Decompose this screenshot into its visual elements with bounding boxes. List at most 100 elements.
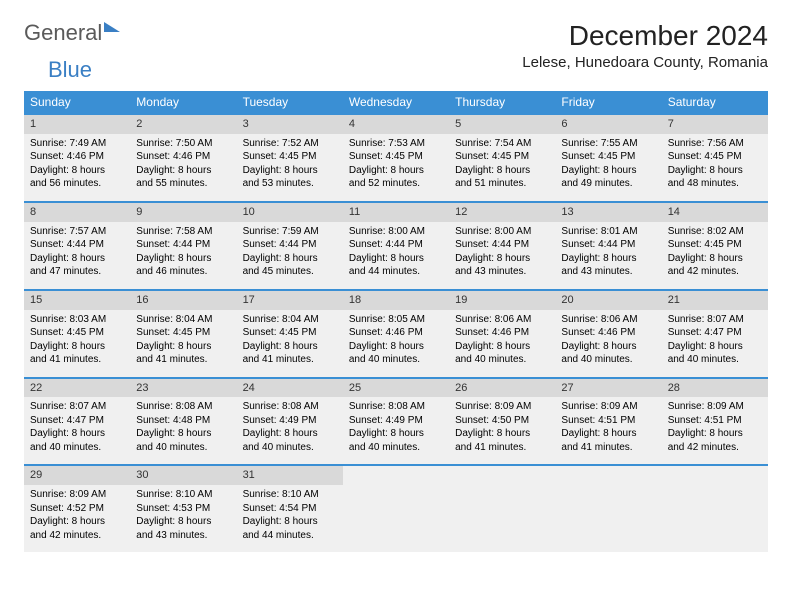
daylight-line1: Daylight: 8 hours [30, 515, 124, 529]
daylight-line2: and 41 minutes. [561, 441, 655, 455]
daylight-line1: Daylight: 8 hours [30, 252, 124, 266]
sunset-text: Sunset: 4:44 PM [243, 238, 337, 252]
day-content: Sunrise: 7:56 AMSunset: 4:45 PMDaylight:… [662, 134, 768, 201]
day-content: Sunrise: 7:58 AMSunset: 4:44 PMDaylight:… [130, 222, 236, 289]
day-content: Sunrise: 8:09 AMSunset: 4:51 PMDaylight:… [662, 397, 768, 464]
daylight-line1: Daylight: 8 hours [349, 427, 443, 441]
day-content: Sunrise: 7:53 AMSunset: 4:45 PMDaylight:… [343, 134, 449, 201]
calendar-day-cell: 4Sunrise: 7:53 AMSunset: 4:45 PMDaylight… [343, 114, 449, 202]
title-block: December 2024 Lelese, Hunedoara County, … [522, 20, 768, 71]
day-number: 19 [449, 291, 555, 310]
sunset-text: Sunset: 4:45 PM [243, 326, 337, 340]
daylight-line1: Daylight: 8 hours [243, 164, 337, 178]
sunset-text: Sunset: 4:49 PM [243, 414, 337, 428]
daylight-line2: and 40 minutes. [349, 353, 443, 367]
daylight-line1: Daylight: 8 hours [668, 252, 762, 266]
sunset-text: Sunset: 4:53 PM [136, 502, 230, 516]
daylight-line2: and 43 minutes. [136, 529, 230, 543]
sunrise-text: Sunrise: 7:53 AM [349, 137, 443, 151]
sunset-text: Sunset: 4:47 PM [668, 326, 762, 340]
day-number: 6 [555, 115, 661, 134]
daylight-line2: and 42 minutes. [668, 441, 762, 455]
daylight-line1: Daylight: 8 hours [30, 340, 124, 354]
daylight-line1: Daylight: 8 hours [349, 252, 443, 266]
calendar-day-cell: 13Sunrise: 8:01 AMSunset: 4:44 PMDayligh… [555, 202, 661, 290]
calendar-day-cell: 26Sunrise: 8:09 AMSunset: 4:50 PMDayligh… [449, 378, 555, 466]
sunset-text: Sunset: 4:47 PM [30, 414, 124, 428]
sunset-text: Sunset: 4:45 PM [668, 150, 762, 164]
daylight-line1: Daylight: 8 hours [243, 427, 337, 441]
daylight-line2: and 51 minutes. [455, 177, 549, 191]
daylight-line1: Daylight: 8 hours [30, 427, 124, 441]
daylight-line2: and 40 minutes. [668, 353, 762, 367]
weekday-header: Friday [555, 91, 661, 114]
day-number: 3 [237, 115, 343, 134]
day-content: Sunrise: 8:08 AMSunset: 4:49 PMDaylight:… [237, 397, 343, 464]
calendar-day-cell: 25Sunrise: 8:08 AMSunset: 4:49 PMDayligh… [343, 378, 449, 466]
calendar-day-cell: 2Sunrise: 7:50 AMSunset: 4:46 PMDaylight… [130, 114, 236, 202]
sunset-text: Sunset: 4:44 PM [455, 238, 549, 252]
sunrise-text: Sunrise: 8:06 AM [561, 313, 655, 327]
calendar-day-cell: 11Sunrise: 8:00 AMSunset: 4:44 PMDayligh… [343, 202, 449, 290]
calendar-day-cell: 16Sunrise: 8:04 AMSunset: 4:45 PMDayligh… [130, 290, 236, 378]
daylight-line2: and 41 minutes. [455, 441, 549, 455]
calendar-day-cell: 18Sunrise: 8:05 AMSunset: 4:46 PMDayligh… [343, 290, 449, 378]
sunrise-text: Sunrise: 8:02 AM [668, 225, 762, 239]
day-number: 18 [343, 291, 449, 310]
daylight-line1: Daylight: 8 hours [561, 252, 655, 266]
day-number: 29 [24, 466, 130, 485]
day-content: Sunrise: 7:52 AMSunset: 4:45 PMDaylight:… [237, 134, 343, 201]
day-content: Sunrise: 7:55 AMSunset: 4:45 PMDaylight:… [555, 134, 661, 201]
day-number: 24 [237, 379, 343, 398]
sunset-text: Sunset: 4:45 PM [561, 150, 655, 164]
day-number: 4 [343, 115, 449, 134]
calendar-day-cell: 23Sunrise: 8:08 AMSunset: 4:48 PMDayligh… [130, 378, 236, 466]
calendar-week-row: 29Sunrise: 8:09 AMSunset: 4:52 PMDayligh… [24, 465, 768, 552]
daylight-line1: Daylight: 8 hours [561, 427, 655, 441]
calendar-week-row: 22Sunrise: 8:07 AMSunset: 4:47 PMDayligh… [24, 378, 768, 466]
calendar-day-cell: 7Sunrise: 7:56 AMSunset: 4:45 PMDaylight… [662, 114, 768, 202]
sunrise-text: Sunrise: 7:55 AM [561, 137, 655, 151]
sunset-text: Sunset: 4:45 PM [30, 326, 124, 340]
daylight-line1: Daylight: 8 hours [136, 427, 230, 441]
brand-part1: General [24, 20, 102, 46]
day-number: 5 [449, 115, 555, 134]
day-number: 9 [130, 203, 236, 222]
daylight-line1: Daylight: 8 hours [349, 164, 443, 178]
day-content: Sunrise: 8:05 AMSunset: 4:46 PMDaylight:… [343, 310, 449, 377]
daylight-line1: Daylight: 8 hours [136, 252, 230, 266]
daylight-line2: and 41 minutes. [30, 353, 124, 367]
calendar-day-cell: 5Sunrise: 7:54 AMSunset: 4:45 PMDaylight… [449, 114, 555, 202]
daylight-line1: Daylight: 8 hours [455, 427, 549, 441]
calendar-day-cell: 31Sunrise: 8:10 AMSunset: 4:54 PMDayligh… [237, 465, 343, 552]
day-content: Sunrise: 8:07 AMSunset: 4:47 PMDaylight:… [662, 310, 768, 377]
sunrise-text: Sunrise: 8:06 AM [455, 313, 549, 327]
daylight-line2: and 56 minutes. [30, 177, 124, 191]
daylight-line1: Daylight: 8 hours [243, 340, 337, 354]
logo-triangle-icon [104, 22, 120, 32]
calendar-day-cell: 24Sunrise: 8:08 AMSunset: 4:49 PMDayligh… [237, 378, 343, 466]
sunset-text: Sunset: 4:45 PM [455, 150, 549, 164]
daylight-line2: and 53 minutes. [243, 177, 337, 191]
calendar-day-cell: 17Sunrise: 8:04 AMSunset: 4:45 PMDayligh… [237, 290, 343, 378]
sunset-text: Sunset: 4:45 PM [668, 238, 762, 252]
day-number: 13 [555, 203, 661, 222]
day-number: 12 [449, 203, 555, 222]
sunrise-text: Sunrise: 8:01 AM [561, 225, 655, 239]
daylight-line1: Daylight: 8 hours [668, 427, 762, 441]
day-number: 31 [237, 466, 343, 485]
daylight-line1: Daylight: 8 hours [30, 164, 124, 178]
day-content: Sunrise: 8:09 AMSunset: 4:52 PMDaylight:… [24, 485, 130, 552]
calendar-day-cell: 20Sunrise: 8:06 AMSunset: 4:46 PMDayligh… [555, 290, 661, 378]
day-number: 1 [24, 115, 130, 134]
sunrise-text: Sunrise: 7:54 AM [455, 137, 549, 151]
sunrise-text: Sunrise: 8:00 AM [349, 225, 443, 239]
daylight-line2: and 40 minutes. [30, 441, 124, 455]
sunset-text: Sunset: 4:48 PM [136, 414, 230, 428]
sunrise-text: Sunrise: 7:56 AM [668, 137, 762, 151]
weekday-header: Saturday [662, 91, 768, 114]
day-number: 11 [343, 203, 449, 222]
day-number: 22 [24, 379, 130, 398]
calendar-day-cell: 15Sunrise: 8:03 AMSunset: 4:45 PMDayligh… [24, 290, 130, 378]
daylight-line2: and 40 minutes. [243, 441, 337, 455]
